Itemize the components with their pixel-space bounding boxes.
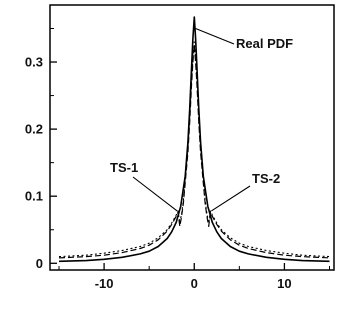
annotation-leader-line [132, 176, 178, 212]
axes-layer [49, 4, 335, 271]
series-line-ts-2 [58, 41, 330, 258]
y-tick-label: 0.3 [25, 55, 43, 70]
x-tick-label: 0 [191, 276, 198, 291]
annotation-real-pdf: Real PDF [236, 36, 293, 51]
annotation-leader-line [211, 185, 251, 212]
y-tick-label: 0 [36, 256, 43, 271]
ticks-layer: -10 0 10 0 0.1 0.2 0.3 [25, 27, 330, 291]
y-tick-label: 0.1 [25, 189, 43, 204]
annotation-ts-2: TS-2 [252, 171, 280, 186]
x-tick-label: -10 [95, 276, 114, 291]
series-line-ts-1 [58, 44, 330, 259]
y-tick-label: 0.2 [25, 122, 43, 137]
series-line-real-pdf [58, 16, 330, 263]
annotation-ts-1: TS-1 [110, 160, 138, 175]
series-layer [58, 16, 330, 263]
annotation-layer: Real PDF TS-1 TS-2 [110, 27, 293, 212]
plot-frame [49, 4, 335, 271]
x-tick-label: 10 [277, 276, 291, 291]
annotation-leader-line [195, 27, 235, 45]
